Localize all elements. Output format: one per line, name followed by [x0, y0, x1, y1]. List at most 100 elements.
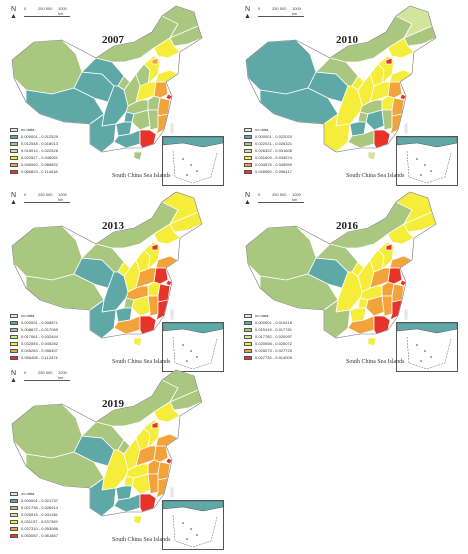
legend-swatch: [244, 355, 252, 360]
scale-bar: 0 250 500 1000 km: [24, 192, 70, 203]
legend-item: 0.000001 - 0.021737: [10, 497, 58, 504]
legend-item: 0.037310 - 0.053086: [10, 525, 58, 532]
legend-swatch: [244, 141, 252, 146]
choropleth-map: [11, 191, 203, 347]
legend-label: 0.056408 - 0.112474: [21, 355, 58, 360]
region-guangdong: [139, 129, 157, 149]
legend-item: 0.017782 - 0.020097: [244, 333, 292, 340]
map-year-title: 2013: [102, 220, 124, 232]
scale-bar: 0 250 500 1000 km: [24, 6, 70, 17]
legend-item: 0.021738 - 0.026914: [10, 504, 58, 511]
legend-label: 0.026915 - 0.031136: [21, 512, 58, 517]
north-label: N: [244, 6, 250, 13]
map-legend: no data 0.000001 - 0.021737 0.021738 - 0.0…: [10, 490, 58, 539]
legend-item: 0.045283 - 0.056407: [10, 347, 58, 354]
map-panel-2013: N ▲ 0 250 500 1000 km 2013 no data 0.000001 - 0…: [4, 188, 230, 372]
region-hainan: [133, 515, 143, 525]
legend-swatch: [10, 519, 18, 524]
region-guangdong: [373, 315, 391, 335]
legend-label: 0.046062 - 0.066822: [21, 162, 58, 167]
legend-item: 0.017061 - 0.032844: [10, 333, 58, 340]
scale-label-left: 0: [24, 6, 27, 11]
region-guizhou: [115, 121, 133, 137]
north-label: N: [10, 6, 16, 13]
legend-label: 0.000001 - 0.010418: [255, 320, 292, 325]
region-jiangxi: [147, 473, 159, 495]
region-beijing: [151, 243, 159, 251]
legend-item: 0.045960 - 0.096417: [244, 168, 292, 175]
region-hainan: [133, 337, 143, 347]
legend-swatch: [244, 134, 252, 139]
legend-label: 0.026322 - 0.031608: [255, 148, 292, 153]
region-jiangxi: [381, 295, 393, 317]
legend-label: no data: [255, 127, 269, 132]
legend-label: 0.025073 - 0.027729: [255, 348, 292, 353]
legend-swatch: [10, 327, 18, 332]
map-panel-2016: N ▲ 0 250 500 1000 km 2016 no data 0.000001 - 0…: [238, 188, 464, 372]
legend-swatch: [244, 341, 252, 346]
legend-item: 0.032845 - 0.045282: [10, 340, 58, 347]
south-china-sea-inset: [162, 136, 224, 186]
south-china-sea-inset: [162, 322, 224, 372]
legend-swatch: [10, 355, 18, 360]
inset-map: [162, 136, 224, 184]
legend-swatch: [244, 320, 252, 325]
legend-swatch: [244, 162, 252, 167]
scale-bar: 0 250 500 1000 km: [258, 192, 304, 203]
map-legend: no data 0.000001 - 0.010418 0.010419 - 0.0…: [244, 312, 292, 361]
region-jiangxi: [147, 109, 159, 131]
legend-swatch: [244, 313, 252, 318]
region-fujian: [155, 113, 169, 135]
legend-swatch: [10, 320, 18, 325]
region-beijing: [385, 57, 393, 65]
choropleth-map: [11, 369, 203, 525]
map-year-title: 2016: [336, 220, 358, 232]
scale-label-right: 1000 km: [58, 192, 67, 202]
region-jiangxi: [381, 109, 393, 131]
map-panel-2007: N ▲ 0 250 500 1000 km 2007 no data 0.000001 - 0…: [4, 2, 230, 186]
legend-swatch: [10, 134, 18, 139]
region-xinjiang: [11, 403, 83, 459]
legend-label: 0.000001 - 0.012529: [21, 134, 58, 139]
inset-map: [162, 322, 224, 370]
choropleth-map: [11, 5, 203, 161]
legend-item: 0.012548 - 0.018013: [10, 140, 58, 147]
scale-label-right: 1000 km: [58, 370, 67, 380]
map-year-title: 2019: [102, 398, 124, 410]
legend-swatch: [10, 341, 18, 346]
inset-label: South China Sea Islands: [112, 537, 171, 543]
inset-map: [396, 322, 458, 370]
legend-label: 0.000001 - 0.008871: [21, 320, 58, 325]
legend-swatch: [10, 526, 18, 531]
legend-item: 0.022021 - 0.026321: [244, 140, 292, 147]
region-hunan: [365, 109, 385, 131]
legend-label: 0.053087 - 0.061857: [21, 533, 58, 538]
legend-label: 0.037310 - 0.053086: [21, 526, 58, 531]
region-jiangsu: [387, 267, 403, 285]
region-xinjiang: [245, 225, 317, 281]
legend-item: 0.053087 - 0.061857: [10, 532, 58, 539]
legend-swatch: [10, 498, 18, 503]
legend-swatch: [244, 169, 252, 174]
legend-label: 0.045283 - 0.056407: [21, 348, 58, 353]
legend-label: no data: [21, 313, 35, 318]
legend-item: 0.027730 - 0.014005: [244, 354, 292, 361]
legend-item: 0.031137 - 0.037309: [10, 518, 58, 525]
legend-swatch: [10, 148, 18, 153]
region-beijing: [385, 243, 393, 251]
region-taiwan: [403, 307, 409, 321]
region-hainan: [367, 337, 377, 347]
country-border: [245, 5, 437, 153]
scale-label-left: 0: [24, 370, 27, 375]
north-arrow-icon: N ▲: [244, 192, 251, 206]
inset-label: South China Sea Islands: [346, 173, 405, 179]
country-border: [11, 191, 203, 339]
scale-bar: 0 250 500 1000 km: [258, 6, 304, 17]
region-guizhou: [115, 485, 133, 501]
south-china-sea-inset: [396, 136, 458, 186]
legend-item: 0.026322 - 0.031608: [244, 147, 292, 154]
legend-swatch: [10, 491, 18, 496]
region-fujian: [389, 299, 403, 321]
legend-item: 0.031609 - 0.034574: [244, 154, 292, 161]
map-year-title: 2007: [102, 34, 124, 46]
